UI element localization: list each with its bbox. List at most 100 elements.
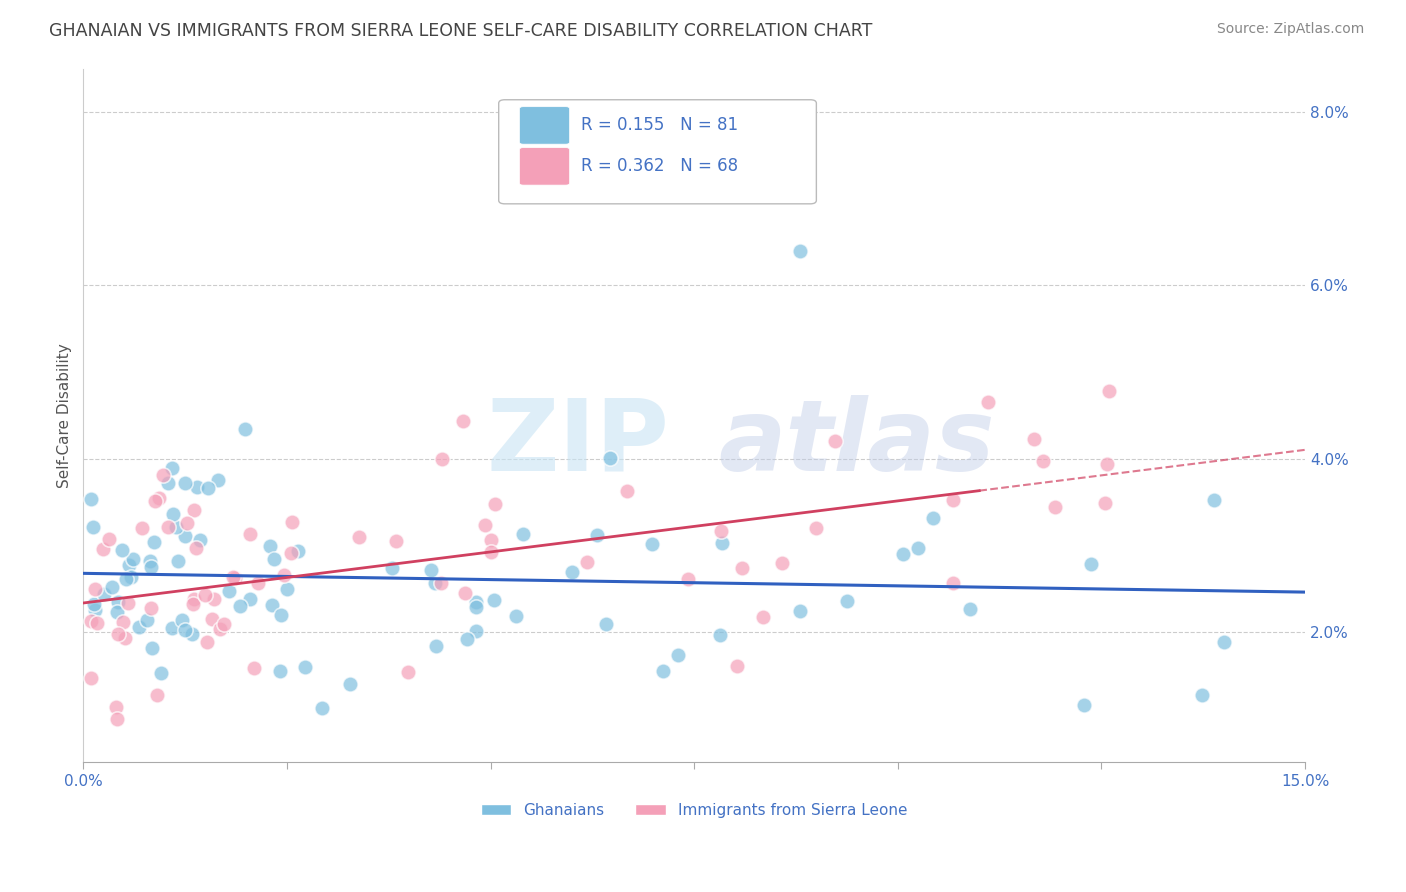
Point: [512, 527, 534, 541]
Point: [173, 529, 195, 543]
Point: [465, 599, 488, 614]
Point: [349, 530, 371, 544]
Point: [276, 582, 298, 596]
Point: [150, 666, 173, 681]
Point: [1097, 458, 1119, 472]
Point: [339, 677, 361, 691]
FancyBboxPatch shape: [519, 107, 569, 145]
Point: [311, 700, 333, 714]
Point: [710, 524, 733, 539]
Point: [152, 468, 174, 483]
Point: [131, 521, 153, 535]
Point: [576, 555, 599, 569]
Point: [482, 593, 505, 607]
FancyBboxPatch shape: [519, 148, 569, 186]
Point: [484, 497, 506, 511]
Point: [107, 595, 129, 609]
Point: [1191, 688, 1213, 702]
Point: [172, 613, 194, 627]
Point: [1097, 384, 1119, 399]
Point: [80, 615, 103, 629]
Point: [143, 493, 166, 508]
Point: [837, 594, 859, 608]
Point: [479, 533, 502, 548]
Point: [242, 661, 264, 675]
Point: [616, 483, 638, 498]
Point: [218, 584, 240, 599]
Point: [181, 626, 204, 640]
Point: [117, 596, 139, 610]
Point: [84, 602, 107, 616]
Point: [789, 244, 811, 258]
Point: [162, 507, 184, 521]
Point: [976, 394, 998, 409]
Point: [229, 599, 252, 613]
Point: [1213, 635, 1236, 649]
Point: [942, 575, 965, 590]
Point: [181, 597, 204, 611]
Point: [194, 588, 217, 602]
Point: [651, 664, 673, 678]
Point: [111, 543, 134, 558]
Point: [456, 632, 478, 646]
Point: [80, 671, 103, 685]
Point: [82, 519, 104, 533]
Point: [451, 414, 474, 428]
Point: [160, 621, 183, 635]
Point: [385, 533, 408, 548]
Point: [454, 586, 477, 600]
Point: [423, 576, 446, 591]
Point: [176, 516, 198, 530]
Point: [709, 628, 731, 642]
Point: [1022, 432, 1045, 446]
Point: [208, 623, 231, 637]
Point: [425, 640, 447, 654]
Point: [922, 511, 945, 525]
Text: atlas: atlas: [718, 395, 995, 491]
Point: [891, 547, 914, 561]
Point: [959, 602, 981, 616]
Point: [678, 572, 700, 586]
Text: R = 0.155   N = 81: R = 0.155 N = 81: [581, 117, 738, 135]
Point: [907, 541, 929, 555]
Legend: Ghanaians, Immigrants from Sierra Leone: Ghanaians, Immigrants from Sierra Leone: [475, 797, 914, 824]
Point: [222, 570, 245, 584]
Point: [105, 712, 128, 726]
Point: [128, 620, 150, 634]
Point: [197, 481, 219, 495]
Point: [281, 515, 304, 529]
Point: [93, 587, 115, 601]
Point: [465, 624, 488, 638]
Point: [91, 542, 114, 557]
Point: [186, 480, 208, 494]
Point: [104, 699, 127, 714]
Point: [120, 570, 142, 584]
Point: [381, 561, 404, 575]
Point: [114, 631, 136, 645]
Point: [599, 450, 621, 465]
Point: [235, 422, 257, 436]
Point: [114, 572, 136, 586]
Point: [725, 658, 748, 673]
Point: [419, 563, 441, 577]
Point: [505, 609, 527, 624]
FancyBboxPatch shape: [499, 100, 817, 204]
Point: [118, 558, 141, 572]
Point: [157, 520, 180, 534]
Point: [770, 556, 793, 570]
Point: [280, 546, 302, 560]
Point: [142, 535, 165, 549]
Point: [260, 598, 283, 612]
Point: [83, 597, 105, 611]
Point: [122, 552, 145, 566]
Text: R = 0.362   N = 68: R = 0.362 N = 68: [581, 157, 738, 175]
Point: [207, 473, 229, 487]
Point: [139, 559, 162, 574]
Point: [429, 576, 451, 591]
Point: [666, 648, 689, 663]
Point: [396, 665, 419, 680]
Point: [160, 461, 183, 475]
Point: [84, 582, 107, 596]
Point: [1032, 454, 1054, 468]
Point: [195, 635, 218, 649]
